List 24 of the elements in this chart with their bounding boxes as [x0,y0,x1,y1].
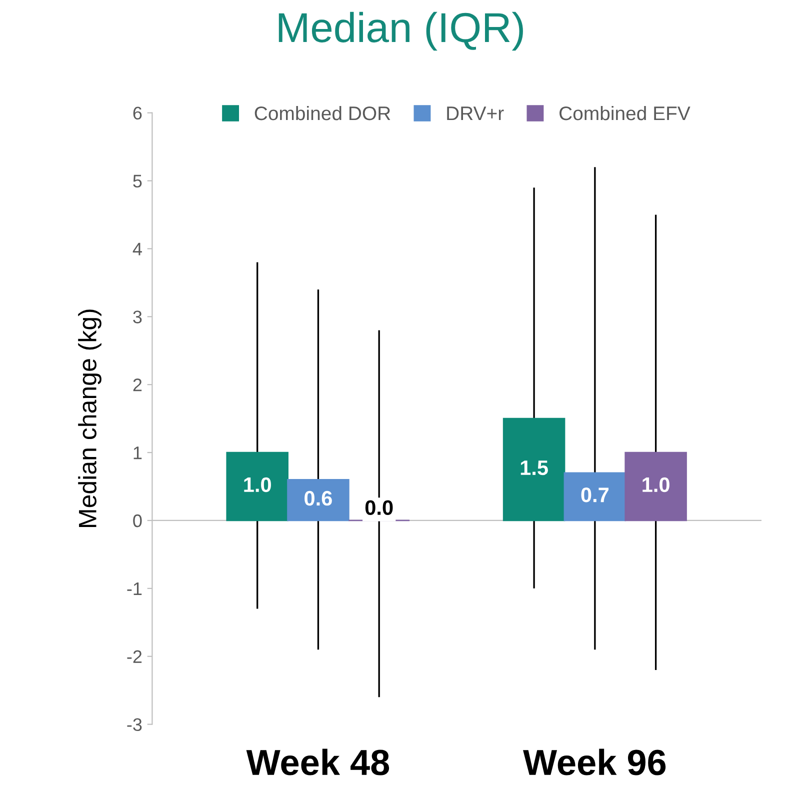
x-tick-label: Week 48 [246,748,390,776]
data-label: 0.6 [304,490,332,506]
legend-label: Combined DOR [254,106,390,120]
y-tick-label: -1 [127,582,142,595]
y-tick-label: 3 [133,310,142,324]
y-tick-label: -2 [127,650,142,663]
y-tick-label: 5 [133,174,142,188]
bar [502,418,566,522]
y-tick-label: 1 [134,446,142,460]
data-label: 0.0 [365,500,393,515]
data-label: 0.7 [581,488,608,502]
y-tick-label: 6 [133,106,142,120]
legend-label: Combined EFV [560,106,690,120]
data-label: 1.0 [642,477,670,492]
y-tick-label: -3 [127,718,142,732]
y-tick-label: 4 [132,242,142,256]
data-label: 1.0 [244,477,271,492]
y-axis-title: Median change (kg) [78,310,102,527]
chart-title: Median (IQR) [278,12,523,51]
x-tick-label: Week 96 [523,748,666,776]
data-label: 1.5 [520,460,548,476]
y-tick-label: 0 [133,514,142,528]
legend-label: DRV+r [447,106,504,120]
y-tick-label: 2 [133,378,142,392]
